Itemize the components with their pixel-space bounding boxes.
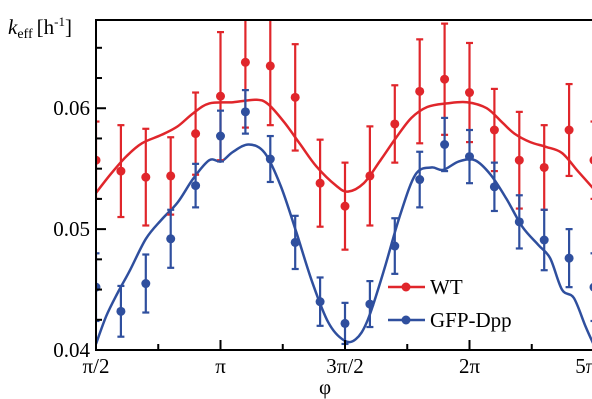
data-point-gfp-dpp [191, 181, 201, 191]
legend-label-wt: WT [430, 275, 463, 299]
data-point-wt [265, 61, 275, 71]
data-point-wt [365, 171, 375, 181]
data-point-gfp-dpp [315, 297, 325, 307]
data-point-gfp-dpp [539, 235, 549, 245]
legend-marker-wt [401, 282, 411, 292]
data-point-wt [514, 155, 524, 165]
data-point-wt [340, 201, 350, 211]
data-point-wt [240, 57, 250, 67]
data-point-gfp-dpp [141, 279, 151, 289]
data-point-wt [489, 125, 499, 135]
data-point-gfp-dpp [415, 175, 425, 185]
data-point-gfp-dpp [240, 107, 250, 117]
data-point-gfp-dpp [166, 234, 176, 244]
y-axis-unit: [h [37, 15, 55, 39]
x-tick-label: 3π/2 [326, 354, 363, 378]
legend: WT GFP-Dpp [388, 275, 512, 332]
data-point-wt [290, 92, 300, 102]
data-point-gfp-dpp [340, 318, 350, 328]
y-tick-label: 0.05 [53, 217, 90, 241]
data-point-wt [116, 166, 126, 176]
x-tick-label: 5π/2 [575, 354, 592, 378]
data-point-wt [539, 162, 549, 172]
y-axis-symbol: k [8, 15, 18, 39]
data-point-gfp-dpp [290, 237, 300, 247]
y-tick-label: 0.04 [53, 338, 90, 362]
x-axis-title: φ [319, 375, 331, 399]
data-point-gfp-dpp [116, 306, 126, 316]
fit-curve-gfp-dpp [96, 143, 592, 345]
data-point-wt [141, 172, 151, 182]
data-point-gfp-dpp [365, 299, 375, 309]
y-tick-label: 0.06 [53, 96, 90, 120]
data-point-wt [166, 171, 176, 181]
fit-curve-wt [96, 98, 592, 194]
data-point-wt [589, 156, 592, 165]
data-point-gfp-dpp [489, 182, 499, 192]
data-point-gfp-dpp [390, 241, 400, 251]
data-point-gfp-dpp [589, 283, 592, 292]
data-point-wt [415, 86, 425, 96]
data-point-gfp-dpp [216, 131, 225, 141]
data-point-wt [390, 119, 400, 129]
data-point-gfp-dpp [514, 217, 524, 227]
y-axis-title: keff [h-1] [8, 14, 72, 42]
x-tick-label: π [215, 354, 226, 378]
legend-label-gfp-dpp: GFP-Dpp [430, 308, 512, 332]
data-point-wt [96, 155, 101, 165]
data-point-wt [191, 129, 201, 139]
y-axis-unit-close: ] [65, 15, 72, 39]
data-point-gfp-dpp [440, 140, 450, 150]
y-axis-subscript: eff [17, 27, 33, 42]
data-point-gfp-dpp [265, 154, 275, 164]
legend-marker-gfp-dpp [401, 315, 411, 325]
data-point-wt [440, 74, 450, 84]
data-point-gfp-dpp [564, 253, 574, 263]
data-point-wt [216, 91, 225, 101]
data-point-wt [564, 125, 574, 135]
x-tick-label: 2π [459, 354, 481, 378]
data-point-gfp-dpp [465, 152, 474, 162]
data-point-wt [315, 178, 325, 188]
x-tick-label: π/2 [83, 354, 110, 378]
data-point-wt [465, 88, 474, 98]
y-axis-unit-sup: -1 [54, 14, 65, 29]
